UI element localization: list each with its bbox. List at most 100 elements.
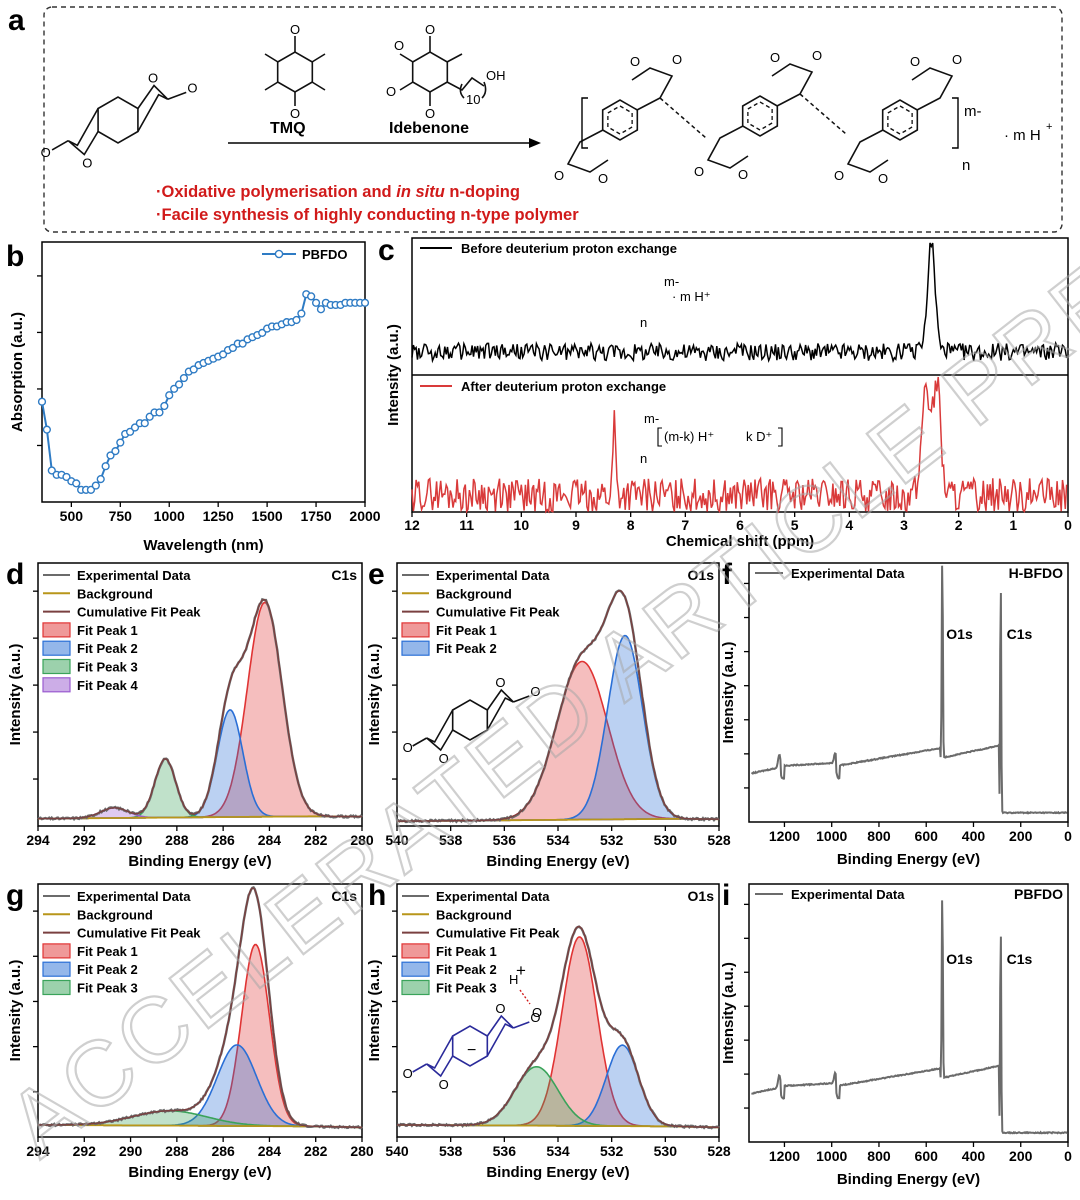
- x-tick-label: 536: [493, 832, 517, 848]
- atom-o: O: [148, 71, 158, 86]
- x-tick-label: 280: [350, 832, 374, 848]
- ide-o-bottom: O: [425, 106, 435, 121]
- data-point: [101, 462, 110, 471]
- x-tick-label: 532: [600, 1143, 624, 1159]
- carbonyl-upper: [167, 91, 187, 101]
- bullet-oxidative: ·Oxidative polymerisation and in situ n-…: [156, 183, 520, 201]
- data-point: [145, 412, 154, 421]
- panel-title: C1s: [331, 888, 357, 904]
- tmq-methyl: [264, 81, 279, 91]
- survey-line: [751, 900, 1068, 1135]
- ide-oh: OH: [486, 68, 506, 83]
- axes-frame: [37, 562, 363, 827]
- x-tick-label: 12: [404, 517, 420, 533]
- data-point: [160, 401, 169, 411]
- data-point: [155, 408, 164, 417]
- x-tick-label: 10: [514, 517, 530, 533]
- data-point: [360, 298, 370, 307]
- legend-label-pbfdo: PBFDO: [302, 247, 348, 262]
- x-tick-label: 1000: [816, 1148, 847, 1164]
- polymer-o: O: [910, 54, 920, 69]
- legend-swatch: [42, 658, 71, 675]
- data-point: [189, 365, 198, 374]
- data-point: [130, 423, 140, 432]
- annotation-o1s: O1s: [946, 951, 973, 967]
- x-tick-label: 400: [962, 828, 986, 844]
- panel-b-absorption: 500 750 1000 1250 1500 1750 2000 Wavelength (nm…: [9, 241, 381, 554]
- polymer-ring: [601, 99, 639, 141]
- legend-label: Fit Peak 2: [77, 641, 138, 656]
- legend-label: Fit Peak 2: [77, 962, 138, 977]
- atom-o: O: [41, 145, 51, 160]
- atom-o: O: [495, 1001, 505, 1016]
- polymer-link: [659, 97, 707, 139]
- legend-swatch: [401, 961, 430, 977]
- legend-label: Experimental Data: [77, 889, 191, 904]
- data-point: [218, 350, 228, 359]
- x-tick-label: 284: [258, 832, 282, 848]
- panel-title: C1s: [331, 567, 357, 583]
- x-tick-label: 1750: [300, 508, 331, 524]
- y-axis-label: Intensity (a.u.): [7, 960, 24, 1062]
- x-tick-label: 1250: [203, 508, 234, 524]
- x-axis-label: Binding Energy (eV): [837, 1171, 980, 1188]
- series-line-pbfdo: [41, 292, 365, 491]
- polymer-o: O: [598, 171, 608, 186]
- x-tick-label: 6: [736, 517, 744, 533]
- hbond: [519, 989, 531, 1005]
- polymer-o: O: [554, 168, 564, 183]
- x-tick-label: 290: [119, 832, 143, 848]
- legend-swatch: [42, 961, 71, 977]
- data-point: [140, 419, 149, 428]
- legend-label: Fit Peak 3: [77, 981, 138, 996]
- ide-o-top: O: [425, 22, 435, 37]
- x-tick-label: 288: [165, 1143, 189, 1159]
- nmr-bot-counter-a: (m-k) H⁺: [664, 429, 714, 444]
- ide-subscript: 10: [466, 92, 480, 107]
- x-tick-label: 292: [73, 1143, 97, 1159]
- polymer-o: O: [770, 50, 780, 65]
- legend-swatch: [42, 979, 71, 996]
- x-tick-label: 500: [60, 508, 84, 524]
- legend-label-before: Before deuterium proton exchange: [461, 241, 677, 256]
- data-point: [311, 298, 321, 307]
- x-tick-label: 2: [955, 517, 963, 533]
- x-axis-label: Wavelength (nm): [143, 537, 263, 554]
- polymer-o: O: [694, 164, 704, 179]
- legend-label: Cumulative Fit Peak: [436, 926, 560, 941]
- legend-label: Cumulative Fit Peak: [436, 605, 560, 620]
- data-point: [228, 343, 237, 353]
- polymer-lactone-up: [771, 63, 814, 107]
- inset-o: O: [532, 1005, 542, 1020]
- legend-label: Fit Peak 1: [436, 944, 497, 959]
- x-tick-label: 282: [304, 1143, 328, 1159]
- x-tick-label: 530: [654, 832, 678, 848]
- idebenone-ring: [411, 51, 449, 93]
- polymer-o: O: [878, 171, 888, 186]
- x-axis-label: Chemical shift (ppm): [666, 533, 814, 550]
- polymer-ring: [741, 95, 779, 137]
- lactone-ring-lower: [67, 108, 99, 156]
- x-tick-label: 750: [109, 508, 133, 524]
- ide-methyl: [446, 53, 463, 63]
- data-point: [111, 447, 120, 456]
- legend-label: Experimental Data: [791, 887, 905, 902]
- panel-f-survey: 1200 1000 800 600 400 200 0 Binding Energy (eV)…: [720, 562, 1072, 868]
- x-tick-label: 3: [900, 517, 908, 533]
- panel-d-c1s: 294 292 290 288 286 284 282 280 Binding Energy (…: [7, 562, 374, 870]
- x-tick-label: 1: [1009, 517, 1017, 533]
- x-tick-label: 532: [600, 832, 624, 848]
- legend-label: Fit Peak 2: [436, 962, 497, 977]
- legend-label: Cumulative Fit Peak: [77, 926, 201, 941]
- x-tick-label: 8: [627, 517, 635, 533]
- legend-swatch: [42, 622, 71, 638]
- inset-plus: +: [516, 961, 526, 980]
- annotation-c1s: C1s: [1007, 951, 1033, 967]
- axes-frame: [748, 883, 1069, 1143]
- background-line: [38, 815, 362, 820]
- x-tick-label: 536: [493, 1143, 517, 1159]
- data-point: [179, 373, 189, 383]
- carbonyl-lower: [51, 140, 69, 151]
